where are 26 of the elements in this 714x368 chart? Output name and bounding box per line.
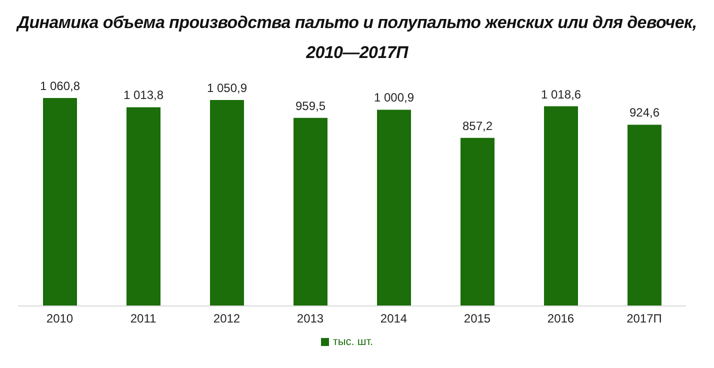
x-tick-label: 2016 bbox=[547, 312, 574, 326]
bar bbox=[544, 106, 578, 306]
chart-title: Динамика объема производства пальто и полупальто женских или для девочек, 2010—2017П bbox=[15, 12, 698, 64]
x-tick-label: 2017П bbox=[626, 312, 662, 326]
x-tick-label: 2014 bbox=[380, 312, 408, 326]
x-tick-label: 2015 bbox=[464, 312, 491, 326]
bar bbox=[294, 118, 328, 306]
bar bbox=[43, 98, 77, 306]
x-tick-label: 2013 bbox=[296, 312, 324, 326]
data-label: 924,6 bbox=[629, 106, 660, 120]
x-tick-label: 2012 bbox=[213, 312, 240, 326]
x-tick-label: 2011 bbox=[130, 312, 156, 326]
data-label: 857,2 bbox=[462, 118, 493, 133]
x-tick-label: 2010 bbox=[46, 312, 74, 326]
bar bbox=[460, 138, 494, 306]
legend-label: тыс. шт. bbox=[332, 336, 374, 348]
data-label: 1 000,9 bbox=[374, 90, 414, 105]
bar bbox=[377, 110, 411, 306]
data-label: 1 018,6 bbox=[540, 87, 582, 102]
bar bbox=[210, 100, 244, 306]
data-label: 1 060,8 bbox=[40, 79, 80, 93]
data-label: 959,5 bbox=[295, 98, 326, 113]
bar bbox=[126, 107, 160, 306]
data-label: 1 013,8 bbox=[123, 88, 164, 102]
data-label: 1 050,9 bbox=[206, 80, 248, 95]
bar bbox=[628, 124, 662, 306]
